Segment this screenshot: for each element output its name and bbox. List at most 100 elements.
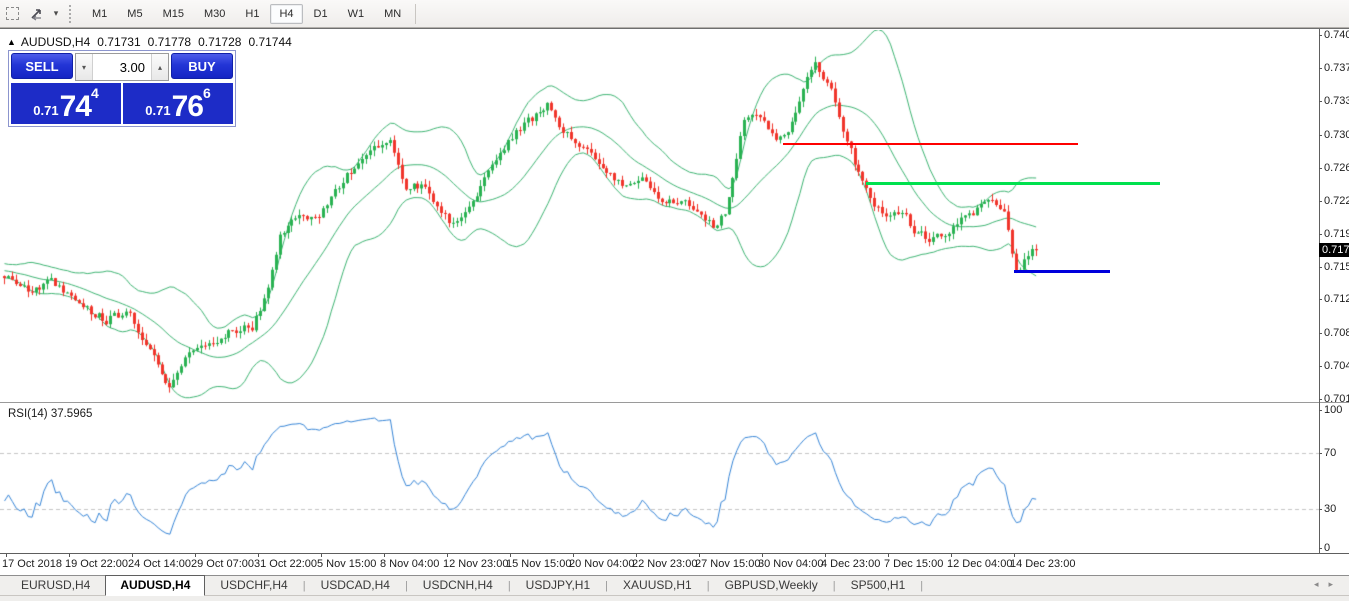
time-axis-tick bbox=[510, 554, 511, 557]
tab-separator: | bbox=[302, 580, 306, 592]
tab-separator: | bbox=[404, 580, 408, 592]
price-axis-label: 0.72280 bbox=[1319, 195, 1349, 207]
chart-tab-sp500-h1[interactable]: SP500,H1 bbox=[850, 578, 906, 592]
hline-red[interactable] bbox=[783, 143, 1078, 145]
timeframe-button-h4[interactable]: H4 bbox=[270, 3, 303, 24]
timeframe-button-m5[interactable]: M5 bbox=[118, 4, 151, 24]
time-axis-label: 31 Oct 22:00 bbox=[254, 558, 317, 570]
chart-title: ▲ AUDUSD,H4 0.71731 0.71778 0.71728 0.71… bbox=[7, 34, 299, 49]
price-axis-label: 0.71560 bbox=[1319, 261, 1349, 273]
time-axis-label: 24 Oct 14:00 bbox=[128, 558, 191, 570]
timeframe-button-w1[interactable]: W1 bbox=[339, 4, 374, 24]
timeframe-button-m1[interactable]: M1 bbox=[83, 4, 116, 24]
time-axis-label: 12 Dec 04:00 bbox=[947, 558, 1013, 570]
tab-scroll-arrows: ◂▸ bbox=[1314, 579, 1343, 590]
selection-box-button[interactable] bbox=[1, 3, 23, 25]
hline-green[interactable] bbox=[866, 182, 1160, 185]
chart-tab-gbpusd-weekly[interactable]: GBPUSD,Weekly bbox=[724, 578, 818, 592]
pane-divider[interactable] bbox=[0, 402, 1349, 403]
sell-price-pip: 4 bbox=[90, 85, 99, 101]
chart-tab-usdcnh-h4[interactable]: USDCNH,H4 bbox=[422, 578, 493, 592]
tab-separator: | bbox=[605, 580, 609, 592]
tab-separator: | bbox=[832, 580, 836, 592]
ohlc-high: 0.71778 bbox=[147, 34, 192, 49]
sell-button[interactable]: SELL bbox=[11, 53, 73, 79]
time-axis-tick bbox=[699, 554, 700, 557]
chart-tab-xauusd-h1[interactable]: XAUUSD,H1 bbox=[623, 578, 692, 592]
tab-separator: | bbox=[507, 580, 511, 592]
one-click-trading-panel: SELL ▾ 3.00 ▴ BUY 0.71 74 4 0.71 76 6 bbox=[8, 50, 236, 127]
time-axis-tick bbox=[951, 554, 952, 557]
time-axis-tick bbox=[195, 554, 196, 557]
ohlc-close: 0.71744 bbox=[248, 34, 292, 49]
time-axis-tick bbox=[888, 554, 889, 557]
time-axis-label: 8 Nov 04:00 bbox=[380, 558, 440, 570]
tab-separator: | bbox=[920, 580, 924, 592]
toolbar-grip[interactable] bbox=[69, 4, 78, 23]
sell-price-prefix: 0.71 bbox=[33, 103, 59, 118]
timeframe-button-m15[interactable]: M15 bbox=[154, 4, 193, 24]
chevron-down-icon: ▾ bbox=[53, 8, 59, 18]
timeframe-button-m30[interactable]: M30 bbox=[195, 4, 234, 24]
chart-tab-usdjpy-h1[interactable]: USDJPY,H1 bbox=[525, 578, 591, 592]
rsi-indicator-canvas[interactable] bbox=[0, 404, 1319, 553]
chart-tab-usdchf-h4[interactable]: USDCHF,H4 bbox=[220, 578, 288, 592]
buy-price-display[interactable]: 0.71 76 6 bbox=[123, 83, 233, 124]
chart-tab-usdcad-h4[interactable]: USDCAD,H4 bbox=[320, 578, 390, 592]
time-axis-label: 29 Oct 07:00 bbox=[191, 558, 254, 570]
time-axis-tick bbox=[636, 554, 637, 557]
time-axis-label: 7 Dec 15:00 bbox=[884, 558, 944, 570]
ohlc-low: 0.71728 bbox=[198, 34, 242, 49]
one-click-panel-toggle-icon[interactable]: ▲ bbox=[7, 36, 16, 47]
time-axis-tick bbox=[1014, 554, 1015, 557]
time-axis-tick bbox=[6, 554, 7, 557]
price-axis-border bbox=[1319, 29, 1320, 575]
tab-scroll-left-icon[interactable]: ◂ bbox=[1313, 579, 1329, 589]
price-axis-label: 0.74080 bbox=[1319, 29, 1349, 41]
time-axis-tick bbox=[762, 554, 763, 557]
timeframe-group: M1 M5 M15 M30 H1 H4 D1 W1 MN bbox=[82, 3, 411, 24]
time-axis-label: 27 Nov 15:00 bbox=[695, 558, 761, 570]
chart-tab-eurusd-h4[interactable]: EURUSD,H4 bbox=[21, 578, 91, 592]
time-axis-label: 30 Nov 04:00 bbox=[758, 558, 824, 570]
time-axis-label: 17 Oct 2018 bbox=[2, 558, 62, 570]
tab-separator: | bbox=[706, 580, 710, 592]
timeframe-button-d1[interactable]: D1 bbox=[305, 4, 337, 24]
price-axis-label: 0.73000 bbox=[1319, 129, 1349, 141]
time-axis-tick bbox=[573, 554, 574, 557]
price-axis[interactable]: 0.74080 0.73720 0.73360 0.73000 0.72640 0.722… bbox=[1319, 29, 1349, 405]
time-axis-tick bbox=[321, 554, 322, 557]
price-axis-label: 0.70850 bbox=[1319, 327, 1349, 339]
volume-value[interactable]: 3.00 bbox=[119, 59, 145, 75]
price-axis-label: 0.73720 bbox=[1319, 62, 1349, 74]
window-edge bbox=[0, 28, 1349, 29]
rsi-axis-label: 30 bbox=[1318, 503, 1336, 515]
hline-blue[interactable] bbox=[1014, 270, 1110, 273]
time-axis[interactable]: 17 Oct 2018 19 Oct 22:00 24 Oct 14:00 29 Oc… bbox=[0, 554, 1349, 575]
rsi-axis[interactable]: 100 70 30 0 bbox=[1318, 404, 1349, 554]
time-axis-label: 4 Dec 23:00 bbox=[821, 558, 881, 570]
timeframe-button-mn[interactable]: MN bbox=[375, 4, 410, 24]
sell-price-display[interactable]: 0.71 74 4 bbox=[11, 83, 121, 124]
price-axis-label: 0.70130 bbox=[1319, 393, 1349, 405]
swap-arrows-button[interactable] bbox=[25, 3, 48, 25]
price-axis-label: 0.71920 bbox=[1319, 228, 1349, 240]
volume-increase-button[interactable]: ▴ bbox=[151, 54, 168, 80]
selection-box-icon bbox=[5, 7, 19, 20]
volume-decrease-button[interactable]: ▾ bbox=[76, 54, 93, 80]
swap-arrows-icon bbox=[31, 8, 41, 20]
toolbar-dropdown-button[interactable]: ▾ bbox=[50, 3, 62, 25]
buy-button[interactable]: BUY bbox=[171, 53, 233, 79]
time-axis-label: 12 Nov 23:00 bbox=[443, 558, 509, 570]
tab-scroll-right-icon[interactable]: ▸ bbox=[1328, 579, 1343, 589]
timeframe-button-h1[interactable]: H1 bbox=[236, 4, 268, 24]
chart-tab-audusd-h4[interactable]: AUDUSD,H4 bbox=[105, 575, 206, 596]
time-axis-border bbox=[0, 553, 1349, 554]
bottom-strip bbox=[0, 595, 1349, 601]
time-axis-label: 20 Nov 04:00 bbox=[569, 558, 635, 570]
rsi-axis-label: 0 bbox=[1318, 542, 1330, 554]
buy-price-prefix: 0.71 bbox=[145, 103, 171, 118]
time-axis-label: 19 Oct 22:00 bbox=[65, 558, 128, 570]
time-axis-tick bbox=[447, 554, 448, 557]
